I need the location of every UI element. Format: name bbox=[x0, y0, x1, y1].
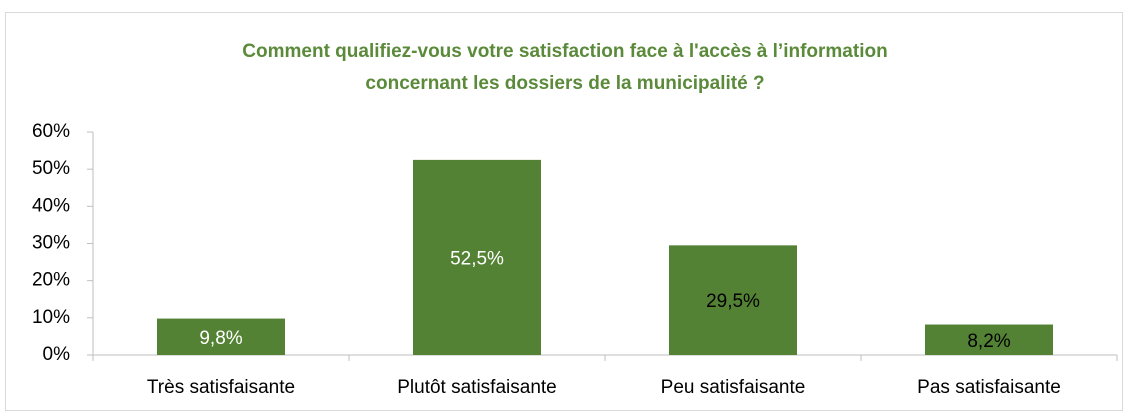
x-tick-label: Pas satisfaisante bbox=[917, 377, 1061, 398]
x-tick-label: Très satisfaisante bbox=[147, 377, 295, 398]
bar bbox=[669, 245, 797, 355]
bar bbox=[925, 324, 1053, 355]
bar bbox=[413, 159, 541, 355]
bar bbox=[157, 318, 285, 355]
x-tick-label: Peu satisfaisante bbox=[661, 377, 806, 398]
value-label: 52,5% bbox=[450, 248, 504, 269]
value-label: 29,5% bbox=[706, 291, 760, 312]
y-tick-label: 40% bbox=[32, 195, 70, 216]
value-label: 9,8% bbox=[199, 328, 242, 349]
y-tick-label: 0% bbox=[43, 344, 71, 365]
chart-title: Comment qualifiez-vous votre satisfactio… bbox=[242, 41, 888, 94]
x-tick-label: Plutôt satisfaisante bbox=[397, 377, 556, 398]
y-tick-label: 50% bbox=[32, 158, 70, 179]
y-tick-label: 60% bbox=[32, 121, 70, 142]
y-tick-label: 20% bbox=[32, 270, 70, 291]
y-tick-label: 10% bbox=[32, 307, 70, 328]
value-label: 8,2% bbox=[967, 331, 1010, 352]
y-tick-label: 30% bbox=[32, 233, 70, 254]
